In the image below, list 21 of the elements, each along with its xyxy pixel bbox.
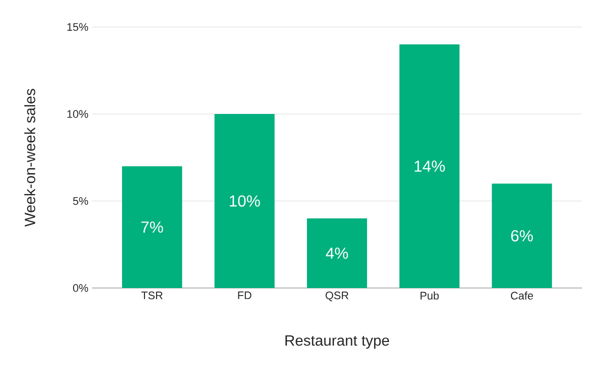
y-tick-label: 10% [67,110,88,118]
data-label: 10% [230,195,260,207]
x-axis-title: Restaurant type [285,335,390,349]
x-tick-label: QSR [326,292,348,302]
bar [492,184,552,288]
bar [214,114,275,288]
bar [122,166,182,288]
bar [306,218,368,288]
y-tick-label: 15% [67,23,88,31]
x-tick-label: TSR [141,292,163,300]
x-tick-label: Cafe [510,292,533,300]
data-label: 14% [414,160,445,172]
bar [399,44,460,288]
x-tick-label: Pub [420,292,439,300]
data-label: 7% [141,222,164,233]
x-tick-label: FD [238,292,252,300]
data-label: 6% [511,230,533,242]
y-tick-label: 0% [73,284,88,292]
y-axis-title: Week-on-week sales [24,88,36,227]
y-tick-label: 5% [73,197,88,205]
data-label: 4% [326,248,348,259]
